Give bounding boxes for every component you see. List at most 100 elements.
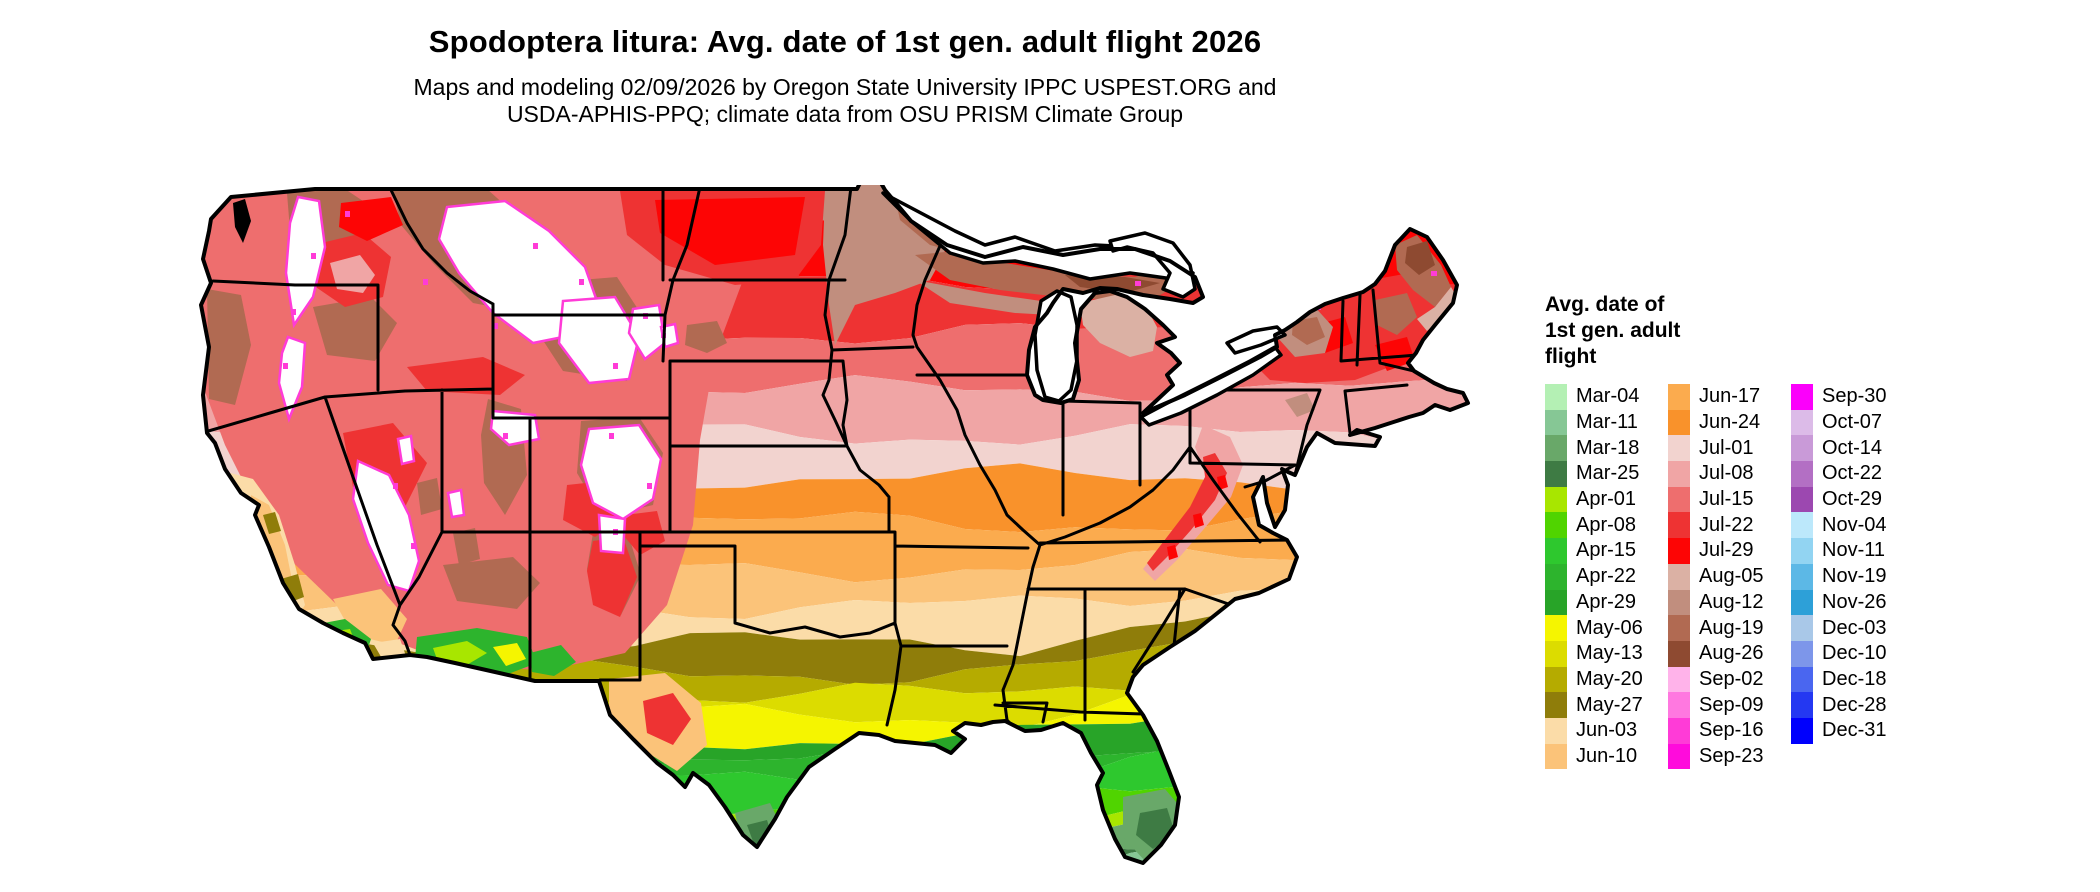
legend-label: Oct-07 <box>1822 411 1883 434</box>
legend-label: Aug-19 <box>1699 616 1764 639</box>
legend-label: Dec-31 <box>1822 719 1887 742</box>
legend-label: Nov-19 <box>1822 565 1887 588</box>
legend-entry: Oct-07 <box>1791 409 1914 436</box>
legend-swatch <box>1668 435 1690 462</box>
legend-swatch <box>1668 461 1690 487</box>
legend-entry: Jun-24 <box>1668 409 1791 436</box>
legend-label: Oct-22 <box>1822 462 1883 485</box>
legend-entry: Mar-25 <box>1545 461 1668 487</box>
legend-entry: Mar-11 <box>1545 409 1668 436</box>
legend-swatch <box>1668 640 1690 667</box>
legend-label: May-20 <box>1576 667 1643 690</box>
legend-entry: Aug-05 <box>1668 563 1791 590</box>
legend-swatch <box>1668 409 1690 436</box>
lake-ontario <box>1225 325 1287 355</box>
legend-swatch <box>1545 384 1567 410</box>
legend-label: Sep-30 <box>1822 385 1887 408</box>
legend-label: Mar-04 <box>1576 385 1640 408</box>
legend-entry: Jul-29 <box>1668 538 1791 564</box>
band-Mar-18 <box>201 783 1468 863</box>
legend-swatch <box>1791 461 1813 487</box>
subtitle-line-2: USDA-APHIS-PPQ; climate data from OSU PR… <box>506 101 1184 127</box>
legend-label: Apr-29 <box>1576 590 1637 613</box>
legend-entry: May-06 <box>1545 615 1668 641</box>
legend-swatch <box>1545 538 1567 564</box>
legend-swatch <box>1545 563 1567 590</box>
state-borders <box>203 185 1419 735</box>
legend-label: Nov-26 <box>1822 590 1887 613</box>
legend-label: Sep-02 <box>1699 667 1764 690</box>
legend-swatch <box>1545 692 1567 718</box>
legend-swatch <box>1791 589 1813 616</box>
legend-label: Oct-29 <box>1822 488 1883 511</box>
legend-swatch <box>1545 435 1567 462</box>
page-title: Spodoptera litura: Avg. date of 1st gen.… <box>428 24 1262 59</box>
legend-label: May-13 <box>1576 642 1643 665</box>
legend-label: May-06 <box>1576 616 1643 639</box>
legend: Avg. date of 1st gen. adult flight Mar-0… <box>1545 292 2065 770</box>
legend-swatch <box>1668 512 1690 539</box>
band-Mar-11 <box>201 812 1468 863</box>
legend-swatch <box>1545 409 1567 436</box>
legend-entry: Jul-08 <box>1668 461 1791 487</box>
legend-swatch <box>1545 486 1567 513</box>
puget-sound <box>233 199 251 243</box>
legend-entry: Jun-17 <box>1668 384 1791 410</box>
legend-label: Jun-24 <box>1699 411 1761 434</box>
legend-entry: Sep-02 <box>1668 666 1791 693</box>
lake-michigan <box>1033 289 1079 403</box>
legend-swatch <box>1791 538 1813 564</box>
legend-entry: Oct-22 <box>1791 461 1914 487</box>
legend-label: Jun-03 <box>1576 719 1638 742</box>
legend-label: Apr-01 <box>1576 488 1637 511</box>
legend-label: Nov-04 <box>1822 513 1887 536</box>
legend-label: Sep-09 <box>1699 693 1764 716</box>
legend-swatch <box>1545 512 1567 539</box>
legend-entry: Sep-30 <box>1791 384 1914 410</box>
legend-entry: Apr-01 <box>1545 486 1668 513</box>
legend-label: Aug-12 <box>1699 590 1764 613</box>
legend-label: Nov-11 <box>1822 539 1885 562</box>
subtitle: Maps and modeling 02/09/2026 by Oregon S… <box>0 74 1690 128</box>
legend-entry: Sep-16 <box>1668 717 1791 744</box>
legend-swatch <box>1668 666 1690 693</box>
legend-entry: Dec-28 <box>1791 692 1914 718</box>
legend-title: Avg. date of 1st gen. adult flight <box>1545 293 1681 368</box>
us-map-svg <box>199 181 1470 865</box>
band-Jun-17 <box>201 510 1468 583</box>
legend-swatch <box>1668 538 1690 564</box>
legend-entry: Apr-08 <box>1545 512 1668 539</box>
us-outline <box>199 181 1470 865</box>
legend-swatch <box>1545 640 1567 667</box>
legend-label: Jul-08 <box>1699 462 1754 485</box>
legend-label: Jun-17 <box>1699 385 1761 408</box>
legend-swatch <box>1791 563 1813 590</box>
legend-swatch <box>1545 461 1567 487</box>
legend-label: Dec-28 <box>1822 693 1887 716</box>
legend-entry: Apr-15 <box>1545 538 1668 564</box>
legend-entry: Dec-03 <box>1791 615 1914 641</box>
legend-column: Jun-17 Jun-24 Jul-01 Jul-08 Jul-15 Jul-22 Jul-… <box>1668 384 1791 770</box>
legend-label: Oct-14 <box>1822 436 1883 459</box>
legend-entry: May-27 <box>1545 692 1668 718</box>
legend-entry: Aug-26 <box>1668 640 1791 667</box>
legend-swatch <box>1545 666 1567 693</box>
legend-entry: Mar-18 <box>1545 435 1668 462</box>
legend-swatch <box>1668 384 1690 410</box>
legend-swatch <box>1791 384 1813 410</box>
legend-swatch <box>1791 512 1813 539</box>
legend-label: Jul-22 <box>1699 513 1754 536</box>
legend-label: Apr-22 <box>1576 565 1637 588</box>
legend-label: Jul-01 <box>1699 436 1754 459</box>
legend-entry: Jun-10 <box>1545 743 1668 770</box>
legend-entry: Nov-04 <box>1791 512 1914 539</box>
legend-label: Apr-08 <box>1576 513 1637 536</box>
legend-entry: Oct-14 <box>1791 435 1914 462</box>
legend-entry: Dec-18 <box>1791 666 1914 693</box>
legend-swatch <box>1791 409 1813 436</box>
legend-swatch <box>1668 717 1690 744</box>
subtitle-line-1: Maps and modeling 02/09/2026 by Oregon S… <box>413 74 1277 100</box>
legend-entry: Sep-23 <box>1668 743 1791 770</box>
legend-swatch <box>1668 692 1690 718</box>
legend-swatch <box>1791 692 1813 718</box>
